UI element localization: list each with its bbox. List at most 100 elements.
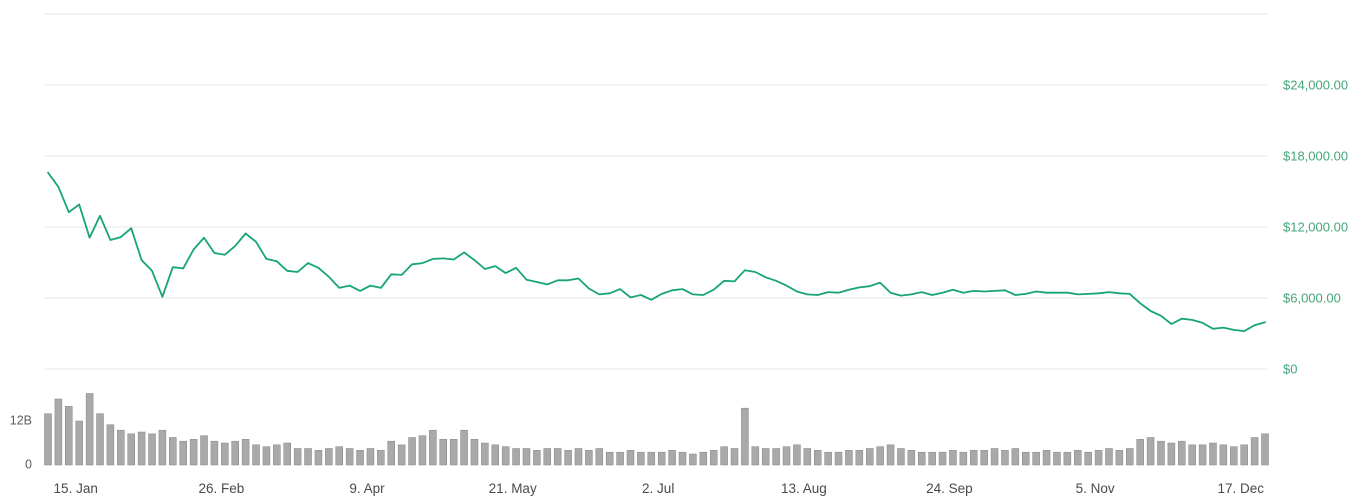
volume-bar[interactable] [1230,446,1238,466]
volume-bar[interactable] [283,442,291,466]
volume-bar[interactable] [1042,450,1051,466]
volume-bar[interactable] [1084,451,1092,466]
volume-bar[interactable] [1115,450,1124,466]
volume-bar[interactable] [709,450,718,466]
volume-bar[interactable] [1261,433,1269,466]
volume-bar[interactable] [481,442,489,466]
volume-bar[interactable] [470,439,479,466]
volume-bar[interactable] [449,439,458,466]
volume-bar[interactable] [397,444,406,466]
volume-bar[interactable] [44,413,52,466]
volume-bar[interactable] [647,451,656,466]
volume-bar[interactable] [137,431,146,466]
volume-bar[interactable] [148,433,156,466]
volume-bar[interactable] [1209,442,1217,466]
volume-bar[interactable] [813,450,822,466]
volume-bar[interactable] [897,448,905,466]
volume-bar[interactable] [1188,444,1196,466]
volume-bar[interactable] [65,406,73,466]
volume-bar[interactable] [158,429,167,466]
volume-bar[interactable] [221,442,229,466]
volume-bar[interactable] [1011,448,1020,466]
volume-bar[interactable] [54,398,63,466]
volume-bar[interactable] [834,451,843,466]
volume-bar[interactable] [772,448,780,466]
volume-bar[interactable] [595,448,604,466]
volume-bar[interactable] [657,451,666,466]
volume-bar[interactable] [668,450,676,466]
volume-bar[interactable] [356,450,364,466]
volume-bar[interactable] [1178,440,1186,466]
volume-bar[interactable] [970,450,978,466]
volume-bar[interactable] [730,448,739,466]
volume-bar[interactable] [543,448,552,466]
volume-bar[interactable] [678,451,687,466]
volume-bar[interactable] [689,453,697,466]
volume-bar[interactable] [252,444,260,466]
volume-bar[interactable] [345,448,354,466]
volume-bar[interactable] [845,450,853,466]
volume-bar[interactable] [959,451,968,466]
volume-bar[interactable] [85,393,94,466]
volume-bar[interactable] [865,448,874,466]
volume-bar[interactable] [751,446,760,466]
volume-bar[interactable] [1250,437,1259,466]
volume-bar[interactable] [1053,451,1061,466]
volume-bar[interactable] [1146,437,1155,466]
volume-bar[interactable] [522,448,531,466]
volume-bar[interactable] [491,444,500,466]
volume-bar[interactable] [1198,444,1207,466]
volume-bar[interactable] [169,437,177,466]
volume-bar[interactable] [189,439,198,466]
volume-bar[interactable] [761,448,770,466]
volume-bar[interactable] [855,450,864,466]
volume-bar[interactable] [574,448,583,466]
volume-bar[interactable] [231,440,239,466]
volume-bar[interactable] [699,451,708,466]
volume-bar[interactable] [418,435,427,466]
volume-bar[interactable] [377,450,385,466]
volume-bar[interactable] [262,446,271,466]
price-line-series[interactable] [47,171,1266,333]
volume-bar[interactable] [917,451,926,466]
volume-bar[interactable] [1074,450,1082,466]
volume-bar[interactable] [1136,439,1144,466]
volume-bar[interactable] [106,424,115,466]
volume-bar[interactable] [127,433,135,466]
volume-bar[interactable] [938,451,947,466]
volume-bar[interactable] [637,451,645,466]
volume-bar[interactable] [117,429,125,466]
volume-bar[interactable] [335,446,343,466]
volume-bar[interactable] [304,448,312,466]
volume-bar[interactable] [200,435,208,466]
volume-bar[interactable] [949,450,957,466]
volume-bar[interactable] [824,451,832,466]
volume-bar[interactable] [408,437,416,466]
volume-bar[interactable] [241,439,250,466]
volume-bar[interactable] [793,444,801,466]
volume-bar[interactable] [75,420,83,466]
volume-bar[interactable] [533,450,541,466]
volume-bar[interactable] [366,448,375,466]
volume-bar[interactable] [460,429,468,466]
volume-bar[interactable] [1167,442,1176,466]
volume-bar[interactable] [1126,448,1134,466]
volume-bar[interactable] [720,446,728,466]
volume-bar[interactable] [501,446,510,466]
volume-bar[interactable] [907,450,916,466]
volume-bar[interactable] [990,448,999,466]
volume-bar[interactable] [1157,440,1165,466]
volume-bar[interactable] [96,413,104,466]
volume-bar[interactable] [1094,450,1103,466]
volume-bar[interactable] [1001,450,1009,466]
volume-bar[interactable] [928,451,936,466]
volume-bar[interactable] [429,429,437,466]
volume-bar[interactable] [210,440,219,466]
volume-bar[interactable] [1063,451,1072,466]
volume-bar[interactable] [741,407,749,466]
volume-bar[interactable] [876,446,884,466]
volume-bar[interactable] [1105,448,1113,466]
volume-bar[interactable] [886,444,895,466]
volume-bar[interactable] [1240,444,1248,466]
